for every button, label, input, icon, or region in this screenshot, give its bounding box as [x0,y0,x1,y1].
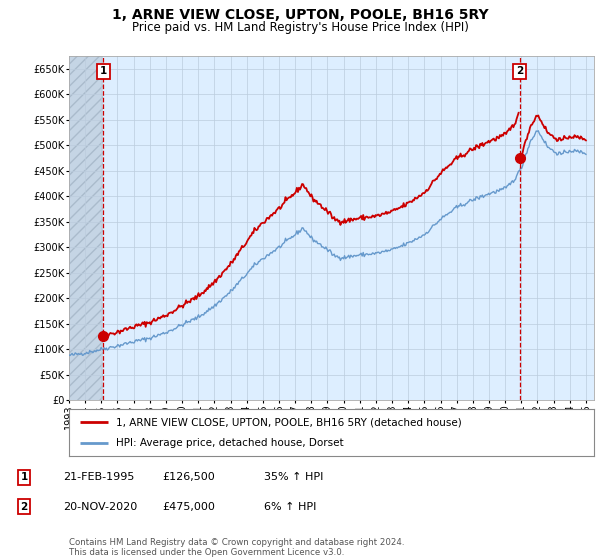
Text: 2: 2 [20,502,28,512]
Text: 35% ↑ HPI: 35% ↑ HPI [264,472,323,482]
Text: 20-NOV-2020: 20-NOV-2020 [63,502,137,512]
Text: 1: 1 [20,472,28,482]
Text: Contains HM Land Registry data © Crown copyright and database right 2024.
This d: Contains HM Land Registry data © Crown c… [69,538,404,557]
Text: 1: 1 [100,67,107,77]
Text: £475,000: £475,000 [162,502,215,512]
Text: 1, ARNE VIEW CLOSE, UPTON, POOLE, BH16 5RY (detached house): 1, ARNE VIEW CLOSE, UPTON, POOLE, BH16 5… [116,417,462,427]
Text: 21-FEB-1995: 21-FEB-1995 [63,472,134,482]
Text: 6% ↑ HPI: 6% ↑ HPI [264,502,316,512]
Text: £126,500: £126,500 [162,472,215,482]
Text: 2: 2 [516,67,523,77]
Bar [69,56,103,400]
Text: HPI: Average price, detached house, Dorset: HPI: Average price, detached house, Dors… [116,438,344,448]
Text: 1, ARNE VIEW CLOSE, UPTON, POOLE, BH16 5RY: 1, ARNE VIEW CLOSE, UPTON, POOLE, BH16 5… [112,8,488,22]
Text: Price paid vs. HM Land Registry's House Price Index (HPI): Price paid vs. HM Land Registry's House … [131,21,469,34]
